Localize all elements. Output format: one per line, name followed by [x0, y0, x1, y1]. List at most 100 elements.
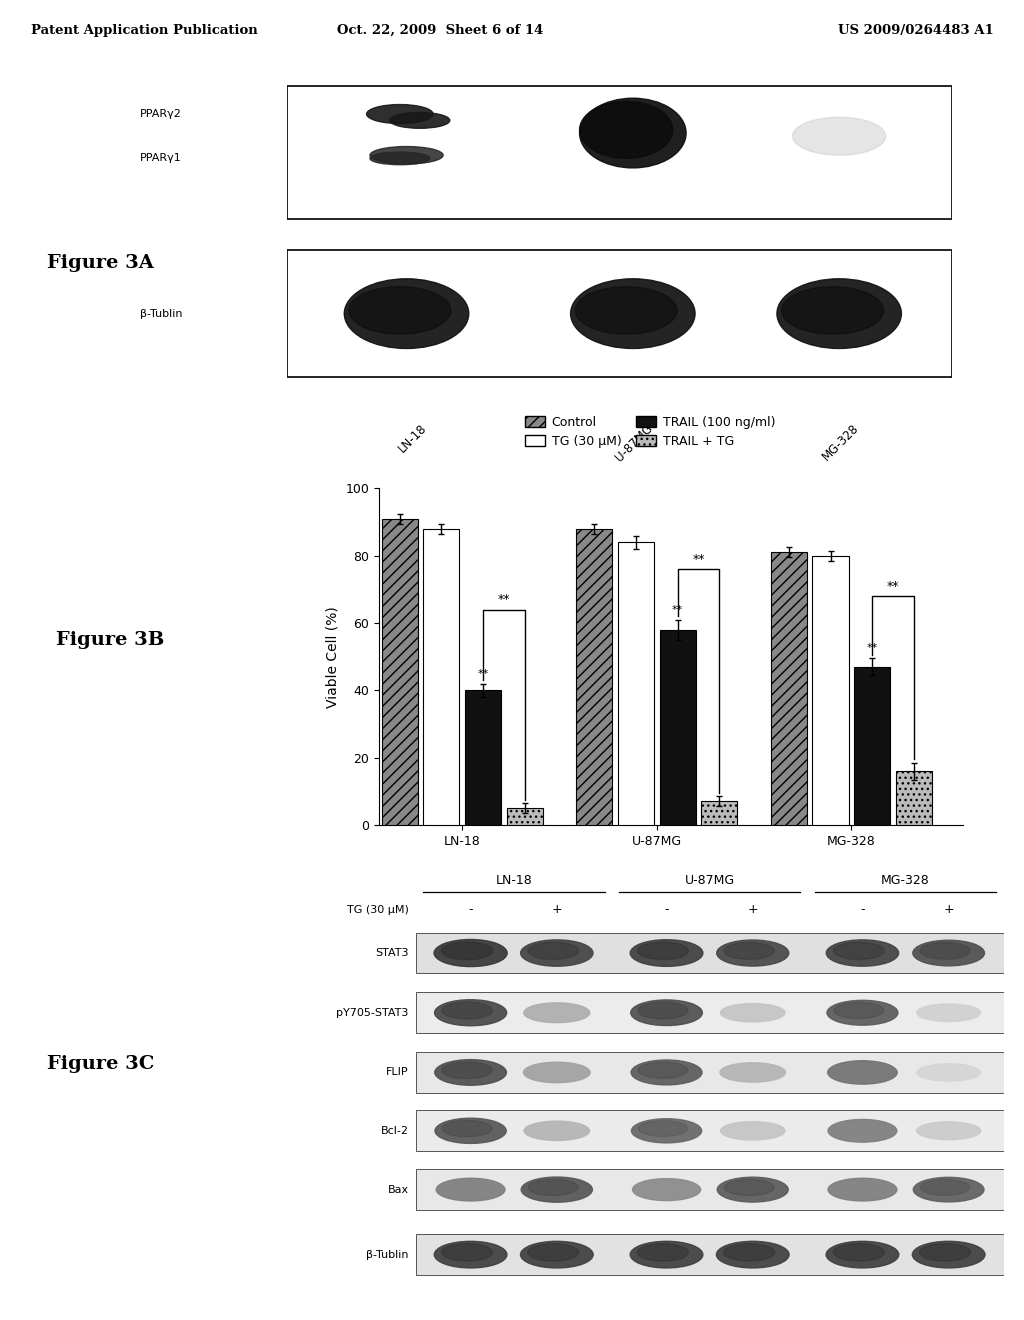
Ellipse shape: [528, 1179, 579, 1196]
Text: +: +: [748, 903, 758, 916]
Text: β-Tublin: β-Tublin: [140, 309, 183, 318]
Ellipse shape: [721, 1122, 785, 1140]
Text: Bcl-2: Bcl-2: [381, 1126, 409, 1135]
Ellipse shape: [916, 1122, 981, 1139]
Ellipse shape: [912, 940, 984, 966]
Ellipse shape: [638, 1121, 687, 1137]
Bar: [701, 801, 737, 825]
Ellipse shape: [638, 1243, 688, 1261]
Text: Patent Application Publication: Patent Application Publication: [31, 24, 257, 37]
Ellipse shape: [442, 1061, 493, 1078]
Text: STAT3: STAT3: [375, 948, 409, 958]
Ellipse shape: [390, 112, 450, 128]
Ellipse shape: [827, 1061, 897, 1084]
Text: **: **: [887, 579, 899, 593]
Bar: [287, 86, 952, 219]
Text: **: **: [477, 668, 488, 678]
Ellipse shape: [344, 279, 469, 348]
Bar: [287, 251, 952, 378]
Text: Bax: Bax: [387, 1184, 409, 1195]
Ellipse shape: [916, 1005, 981, 1022]
Text: Oct. 22, 2009  Sheet 6 of 14: Oct. 22, 2009 Sheet 6 of 14: [337, 24, 544, 37]
Bar: [416, 1052, 1004, 1093]
Bar: [854, 667, 890, 825]
Ellipse shape: [834, 942, 884, 960]
Bar: [577, 529, 612, 825]
Bar: [416, 1234, 1004, 1275]
Bar: [896, 771, 932, 825]
Ellipse shape: [441, 942, 493, 960]
Ellipse shape: [912, 1241, 985, 1269]
Ellipse shape: [434, 1241, 507, 1269]
Ellipse shape: [920, 1243, 971, 1261]
Text: +: +: [943, 903, 954, 916]
Ellipse shape: [575, 286, 677, 334]
Ellipse shape: [435, 1060, 507, 1085]
Ellipse shape: [630, 940, 702, 966]
Ellipse shape: [434, 940, 507, 966]
Ellipse shape: [826, 1241, 899, 1269]
Text: -: -: [665, 903, 669, 916]
Ellipse shape: [370, 147, 443, 164]
Text: Figure 3C: Figure 3C: [47, 1055, 155, 1073]
Ellipse shape: [828, 1179, 897, 1201]
Ellipse shape: [630, 1241, 702, 1269]
Ellipse shape: [638, 1063, 688, 1078]
Text: US 2009/0264483 A1: US 2009/0264483 A1: [838, 24, 993, 37]
Bar: [771, 552, 807, 825]
Ellipse shape: [631, 1060, 702, 1085]
Ellipse shape: [632, 1119, 701, 1143]
Ellipse shape: [631, 1001, 702, 1026]
Ellipse shape: [920, 942, 970, 960]
Ellipse shape: [717, 1241, 790, 1269]
Text: -: -: [468, 903, 473, 916]
Ellipse shape: [916, 1064, 980, 1081]
Bar: [507, 808, 543, 825]
Text: -: -: [860, 903, 864, 916]
Ellipse shape: [633, 1179, 700, 1201]
Y-axis label: Viable Cell (%): Viable Cell (%): [326, 606, 340, 708]
Ellipse shape: [834, 1243, 885, 1261]
Bar: [423, 529, 460, 825]
Text: U-87MG: U-87MG: [613, 421, 655, 463]
Ellipse shape: [528, 942, 579, 960]
Text: MG-328: MG-328: [820, 421, 861, 463]
Text: pY705-STAT3: pY705-STAT3: [336, 1007, 409, 1018]
Ellipse shape: [720, 1063, 785, 1082]
Ellipse shape: [781, 286, 884, 334]
Ellipse shape: [834, 1002, 884, 1019]
Ellipse shape: [580, 102, 673, 158]
Ellipse shape: [724, 942, 774, 960]
Ellipse shape: [724, 1243, 774, 1261]
Ellipse shape: [524, 1003, 590, 1023]
Ellipse shape: [827, 1001, 898, 1026]
Ellipse shape: [441, 1243, 493, 1261]
Ellipse shape: [436, 1179, 505, 1201]
Ellipse shape: [570, 279, 695, 348]
Ellipse shape: [793, 117, 886, 156]
Text: PPARγ1: PPARγ1: [140, 153, 182, 164]
Ellipse shape: [370, 152, 430, 165]
Ellipse shape: [724, 1179, 774, 1196]
Text: Figure 3B: Figure 3B: [56, 631, 165, 649]
Ellipse shape: [777, 279, 901, 348]
Ellipse shape: [638, 942, 688, 960]
Text: U-87MG: U-87MG: [685, 874, 734, 887]
Ellipse shape: [828, 1119, 897, 1142]
Text: **: **: [866, 643, 878, 653]
Ellipse shape: [913, 1177, 984, 1203]
Ellipse shape: [523, 1063, 590, 1082]
Bar: [812, 556, 849, 825]
Ellipse shape: [717, 940, 788, 966]
Text: **: **: [672, 605, 683, 615]
Bar: [617, 543, 654, 825]
Ellipse shape: [638, 1002, 688, 1019]
Ellipse shape: [435, 1118, 506, 1143]
Ellipse shape: [442, 1121, 492, 1137]
Text: PPARγ2: PPARγ2: [140, 110, 182, 119]
Ellipse shape: [349, 286, 451, 334]
Ellipse shape: [520, 940, 593, 966]
Text: TG (30 μM): TG (30 μM): [347, 904, 409, 915]
Text: LN-18: LN-18: [496, 874, 532, 887]
Text: Figure 3A: Figure 3A: [47, 253, 154, 272]
